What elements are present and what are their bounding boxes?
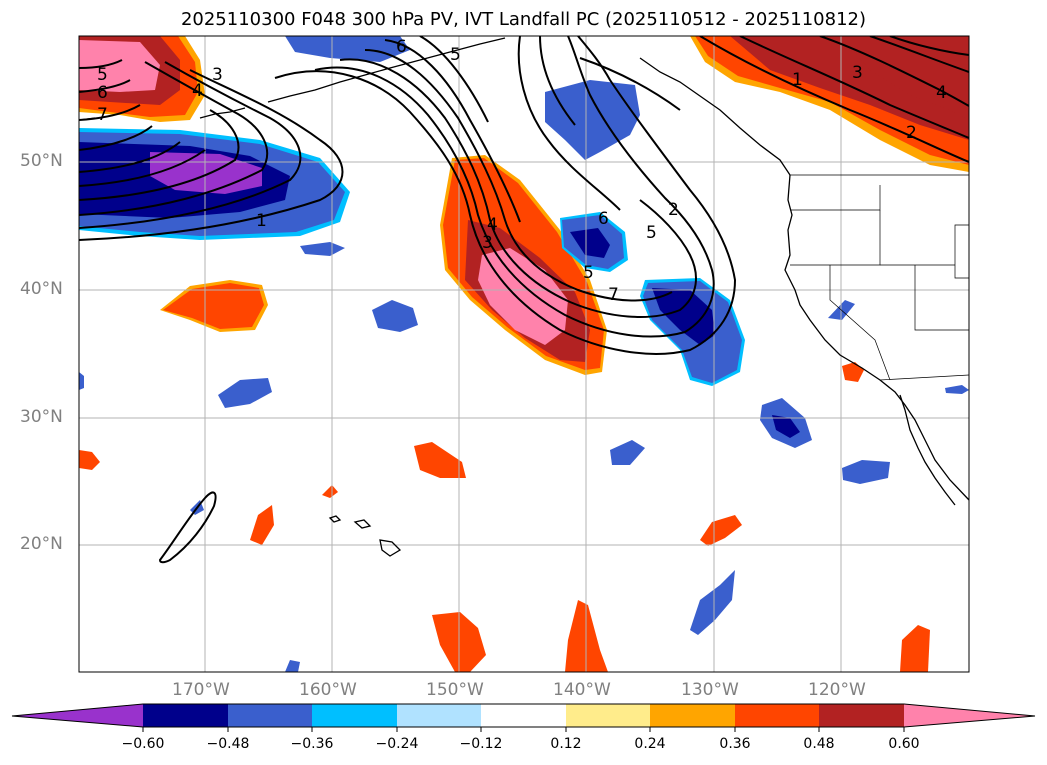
colorbar-segment [566, 704, 650, 727]
colorbar-segment [481, 704, 566, 727]
lon-label-150w: 150°W [426, 680, 484, 700]
contour-label: 1 [256, 211, 267, 231]
colorbar-tick-label: 0.36 [719, 736, 751, 752]
scattered-anomaly-patches [79, 242, 969, 672]
contour-label: 4 [936, 83, 947, 103]
political-borders [790, 174, 969, 381]
lat-label-40n: 40°N [20, 279, 63, 299]
colorbar-segment [735, 704, 819, 727]
contour-label: 5 [583, 263, 594, 283]
lon-label-130w: 130°W [681, 680, 739, 700]
contour-label: 4 [487, 215, 498, 235]
colorbar-segment [143, 704, 228, 727]
graticule [79, 36, 969, 672]
positive-anomaly-northwest [79, 36, 205, 122]
contour-label: 3 [212, 65, 223, 85]
lat-label-20n: 20°N [20, 534, 63, 554]
ivt-contours [79, 36, 969, 564]
colorbar-segment [312, 704, 397, 727]
contour-label: 5 [97, 65, 108, 85]
coastlines [79, 37, 969, 557]
colorbar-segment [397, 704, 481, 727]
contour-label: 2 [906, 123, 917, 143]
lon-label-140w: 140°W [553, 680, 611, 700]
colorbar-tick-label: 0.24 [634, 736, 666, 752]
colorbar-tick-label: −0.60 [121, 736, 165, 752]
colorbar-segment [819, 704, 904, 727]
colorbar-tick-label: −0.12 [459, 736, 503, 752]
negative-anomaly-central [285, 36, 745, 386]
map-title: 2025110300 F048 300 hPa PV, IVT Landfall… [180, 9, 867, 30]
negative-anomaly-west [79, 128, 350, 240]
colorbar-extend-high [904, 704, 1035, 727]
colorbar-tick-label: 0.12 [550, 736, 582, 752]
colorbar-segment [650, 704, 735, 727]
contour-label: 7 [608, 285, 619, 305]
colorbar-tick-label: −0.36 [290, 736, 334, 752]
colorbar-tick-label: −0.24 [375, 736, 419, 752]
contour-label: 6 [97, 83, 108, 103]
contour-labels: 5 6 7 3 4 1 6 5 4 3 6 5 2 1 3 4 2 7 5 [97, 37, 947, 305]
contour-label: 1 [792, 70, 803, 90]
colorbar-tick-label: −0.48 [206, 736, 250, 752]
map-area [79, 36, 969, 672]
lon-label-120w: 120°W [808, 680, 866, 700]
colorbar-tick-label: 0.48 [803, 736, 835, 752]
contour-label: 3 [852, 63, 863, 83]
lon-label-170w: 170°W [172, 680, 230, 700]
colorbar-extend-low [12, 704, 143, 727]
contour-label: 6 [396, 37, 407, 57]
contour-label: 5 [646, 223, 657, 243]
colorbar [11, 703, 1036, 732]
map-border [78, 35, 970, 673]
lat-label-30n: 30°N [20, 407, 63, 427]
contour-label: 6 [598, 209, 609, 229]
lon-label-160w: 160°W [299, 680, 357, 700]
contour-label: 7 [97, 105, 108, 125]
contour-label: 5 [450, 45, 461, 65]
colorbar-segment [228, 704, 312, 727]
contour-label: 2 [668, 200, 679, 220]
contour-label: 4 [192, 81, 203, 101]
contour-label: 3 [482, 233, 493, 253]
lat-label-50n: 50°N [20, 151, 63, 171]
colorbar-tick-label: 0.60 [888, 736, 920, 752]
